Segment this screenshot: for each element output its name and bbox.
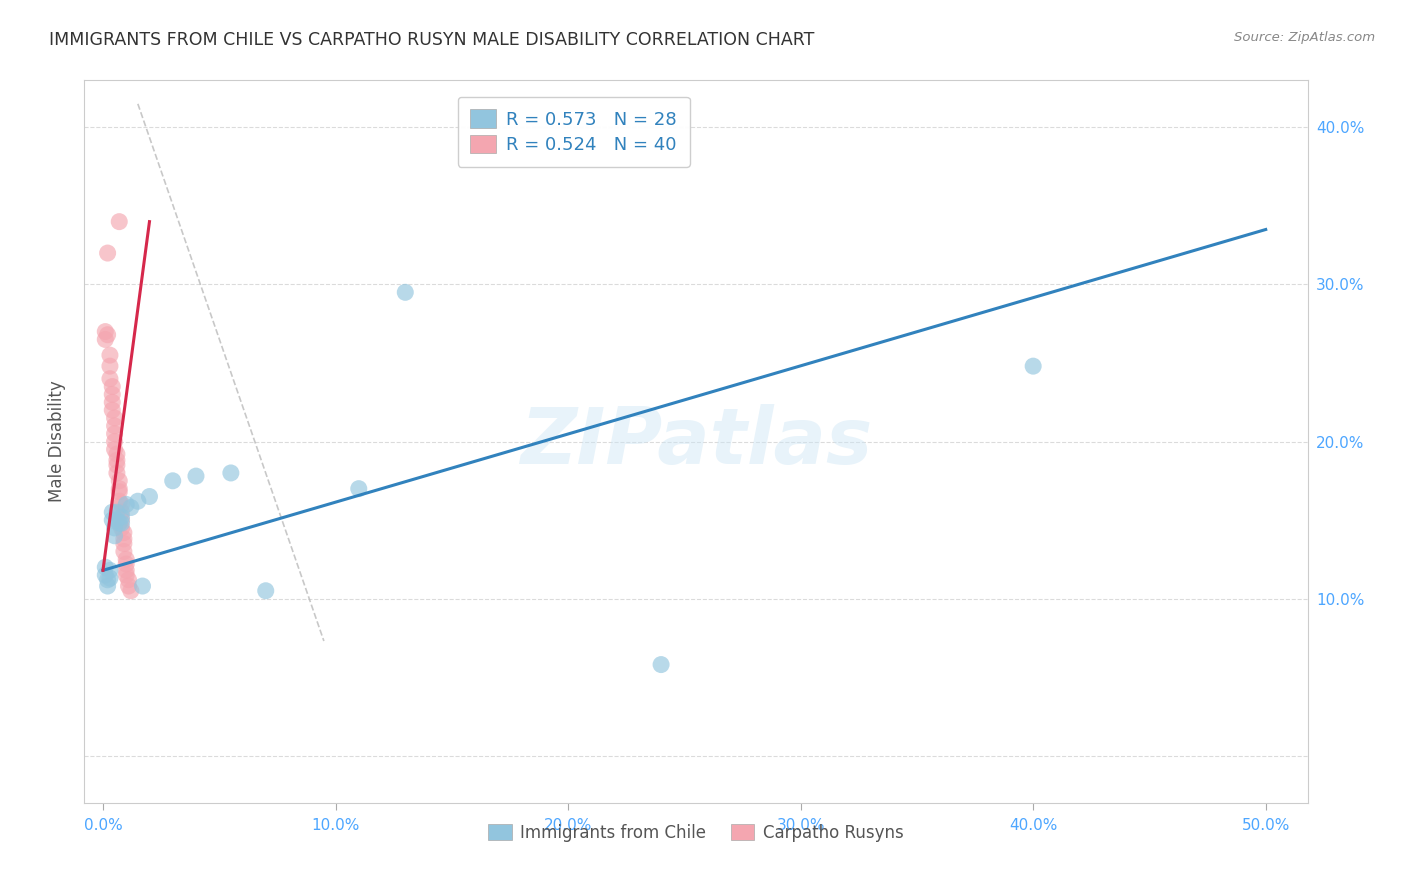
Point	[98, 571, 121, 585]
Legend: Immigrants from Chile, Carpatho Rusyns: Immigrants from Chile, Carpatho Rusyns	[482, 817, 910, 848]
Point	[650, 657, 672, 672]
Point	[101, 387, 124, 401]
Point	[138, 490, 160, 504]
Point	[108, 482, 131, 496]
Point	[110, 516, 132, 531]
Point	[115, 552, 138, 566]
Point	[97, 327, 120, 342]
Point	[104, 434, 127, 449]
Point	[112, 536, 135, 550]
Point	[112, 532, 135, 546]
Point	[219, 466, 242, 480]
Point	[115, 497, 138, 511]
Point	[110, 513, 132, 527]
Point	[254, 583, 277, 598]
Point	[115, 557, 138, 571]
Point	[94, 325, 117, 339]
Text: Source: ZipAtlas.com: Source: ZipAtlas.com	[1234, 31, 1375, 45]
Point	[104, 426, 127, 441]
Point	[104, 411, 127, 425]
Point	[120, 583, 142, 598]
Point	[94, 333, 117, 347]
Point	[108, 474, 131, 488]
Point	[131, 579, 153, 593]
Point	[110, 510, 132, 524]
Point	[104, 529, 127, 543]
Point	[394, 285, 416, 300]
Point	[101, 505, 124, 519]
Point	[98, 348, 121, 362]
Point	[101, 513, 124, 527]
Point	[110, 521, 132, 535]
Point	[110, 505, 132, 519]
Point	[104, 418, 127, 433]
Point	[105, 505, 128, 519]
Point	[105, 513, 128, 527]
Point	[108, 494, 131, 508]
Point	[162, 474, 184, 488]
Point	[112, 544, 135, 558]
Y-axis label: Male Disability: Male Disability	[48, 381, 66, 502]
Point	[98, 372, 121, 386]
Point	[94, 560, 117, 574]
Point	[97, 573, 120, 587]
Point	[120, 500, 142, 515]
Point	[127, 494, 149, 508]
Point	[108, 214, 131, 228]
Point	[101, 403, 124, 417]
Point	[105, 447, 128, 461]
Point	[347, 482, 370, 496]
Point	[94, 568, 117, 582]
Point	[108, 484, 131, 499]
Point	[104, 521, 127, 535]
Point	[117, 579, 139, 593]
Point	[98, 563, 121, 577]
Point	[101, 395, 124, 409]
Text: IMMIGRANTS FROM CHILE VS CARPATHO RUSYN MALE DISABILITY CORRELATION CHART: IMMIGRANTS FROM CHILE VS CARPATHO RUSYN …	[49, 31, 814, 49]
Point	[1022, 359, 1045, 373]
Point	[115, 568, 138, 582]
Point	[98, 359, 121, 373]
Point	[117, 573, 139, 587]
Point	[115, 563, 138, 577]
Point	[108, 516, 131, 531]
Point	[97, 579, 120, 593]
Point	[105, 466, 128, 480]
Point	[184, 469, 207, 483]
Point	[97, 246, 120, 260]
Point	[110, 497, 132, 511]
Point	[105, 453, 128, 467]
Point	[104, 442, 127, 457]
Point	[112, 525, 135, 540]
Point	[105, 458, 128, 472]
Text: ZIPatlas: ZIPatlas	[520, 403, 872, 480]
Point	[101, 379, 124, 393]
